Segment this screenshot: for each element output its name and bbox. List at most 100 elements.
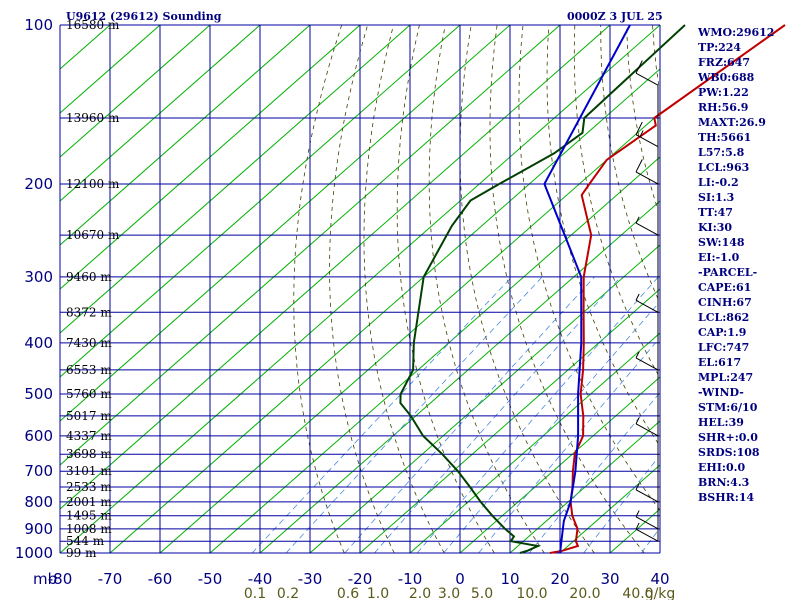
wind-barb <box>635 60 659 86</box>
skewed-isotherm <box>109 68 661 554</box>
skewed-isotherm <box>59 24 611 510</box>
wind-barb-flag <box>639 130 644 138</box>
height-label: 10670 m <box>66 228 120 242</box>
pressure-tick-label: 1000 <box>15 544 53 562</box>
temperature-tick-label: -40 <box>248 570 273 588</box>
wind-barb-shaft <box>635 423 659 437</box>
wind-barb-shaft <box>635 299 659 313</box>
index-entry: -WIND- <box>698 386 744 399</box>
dry-adiabat <box>428 24 545 554</box>
pressure-tick-label: 600 <box>24 427 53 445</box>
wind-barb <box>635 417 659 437</box>
dry-adiabats <box>293 24 661 554</box>
index-entry: STM:6/10 <box>698 401 758 414</box>
index-entry: FRZ:647 <box>698 56 750 69</box>
wind-barb-flag <box>635 522 640 530</box>
wind-barb-shaft <box>635 489 659 503</box>
pressure-tick-label: 200 <box>24 175 53 193</box>
index-entry: TP:224 <box>698 41 741 54</box>
index-entry: RH:56.9 <box>698 101 748 114</box>
dry-adiabat <box>396 24 495 554</box>
index-entry: L57:5.8 <box>698 146 745 159</box>
mixing-ratio-label: 40.0 <box>622 586 653 600</box>
height-label: 1008 m <box>66 522 112 536</box>
height-label: 3698 m <box>66 447 112 461</box>
index-entry: PW:1.22 <box>698 86 749 99</box>
dry-adiabat <box>573 24 659 376</box>
temperature-tick-label: -80 <box>48 570 73 588</box>
wind-barb-flag <box>635 159 643 173</box>
pressure-tick-label: 400 <box>24 334 53 352</box>
temperature-tick-label: -10 <box>398 570 423 588</box>
mixing-ratio-label: 0.1 <box>244 586 266 600</box>
mixing-ratio-line <box>416 276 659 554</box>
axis-labels: 16580 m 13960 m 12100 m 10670 m 9460 m 8372 m… <box>15 16 675 600</box>
dry-adiabat <box>652 24 660 86</box>
temperature-trace <box>549 24 786 554</box>
skewed-isotherm <box>59 24 211 158</box>
index-entry: -PARCEL- <box>698 266 757 279</box>
wind-barb-shaft <box>635 528 659 542</box>
height-label: 13960 m <box>66 111 120 125</box>
index-entry: CINH:67 <box>698 296 752 309</box>
index-entry: HEL:39 <box>698 416 744 429</box>
skewed-isotherm <box>209 156 661 554</box>
parcel-trace <box>543 24 631 554</box>
pressure-tick-label: 700 <box>24 462 53 480</box>
wind-barb-shaft <box>635 516 659 530</box>
dry-adiabat <box>293 24 345 554</box>
mixing-ratio-label: 10.0 <box>516 586 547 600</box>
wind-barb-flag <box>635 510 640 518</box>
wind-barb-flag <box>635 351 640 359</box>
dry-adiabat <box>626 24 658 206</box>
stability-indices: WMO:29612 TP:224 FRZ:647 WB0:688 PW:1.22 RH:5… <box>697 26 774 504</box>
dry-adiabat <box>600 24 659 299</box>
index-entry: TH:5661 <box>698 131 751 144</box>
wind-barb <box>635 159 659 185</box>
mixing-ratio-label: 0.6 <box>337 586 359 600</box>
temperature-tick-label: -20 <box>348 570 373 588</box>
dry-adiabat <box>329 24 395 554</box>
index-entry: TT:47 <box>698 206 733 219</box>
pressure-tick-label: 500 <box>24 385 53 403</box>
dry-adiabat <box>489 24 645 554</box>
index-entry: WMO:29612 <box>697 26 774 39</box>
pressure-tick-label: 300 <box>24 268 53 286</box>
index-entry: LFC:747 <box>698 341 749 354</box>
index-entry: SRDS:108 <box>698 446 760 459</box>
skewed-isotherm <box>59 24 111 70</box>
index-entry: CAP:1.9 <box>698 326 746 339</box>
index-entry: CAPE:61 <box>698 281 751 294</box>
skewed-isotherm <box>59 24 511 422</box>
index-entry: EI:-1.0 <box>698 251 740 264</box>
wind-barb-flag <box>635 216 640 224</box>
index-entry: LCL:862 <box>698 311 749 324</box>
index-entry: BRN:4.3 <box>698 476 749 489</box>
height-label: 2533 m <box>66 480 112 494</box>
index-entry: EHI:0.0 <box>698 461 745 474</box>
height-label: 99 m <box>66 546 97 560</box>
wind-barb <box>635 522 659 542</box>
wind-barb-flag <box>635 293 640 301</box>
station-title: U9612 (29612) Sounding <box>66 10 222 23</box>
index-entry: SW:148 <box>698 236 745 249</box>
mixing-ratio-label: 5.0 <box>471 586 493 600</box>
height-label: 7430 m <box>66 336 112 350</box>
index-entry: BSHR:14 <box>698 491 754 504</box>
sounding-traces <box>399 24 786 554</box>
dry-adiabat <box>518 24 661 511</box>
mixing-ratio-label: 3.0 <box>438 586 460 600</box>
index-entry: LI:-0.2 <box>698 176 739 189</box>
mixing-ratio-label: g/kg <box>645 586 676 600</box>
mixing-ratio-label: 2.0 <box>409 586 431 600</box>
mixing-ratio-line <box>583 457 659 554</box>
wind-barb <box>635 351 659 371</box>
height-label: 1495 m <box>66 509 112 523</box>
height-label: 4337 m <box>66 429 112 443</box>
isotherm-grid <box>59 25 661 553</box>
wind-barb-shaft <box>635 222 659 236</box>
index-entry: SI:1.3 <box>698 191 734 204</box>
wind-barb-shaft <box>635 357 659 371</box>
mixing-ratio-label: 0.2 <box>277 586 299 600</box>
